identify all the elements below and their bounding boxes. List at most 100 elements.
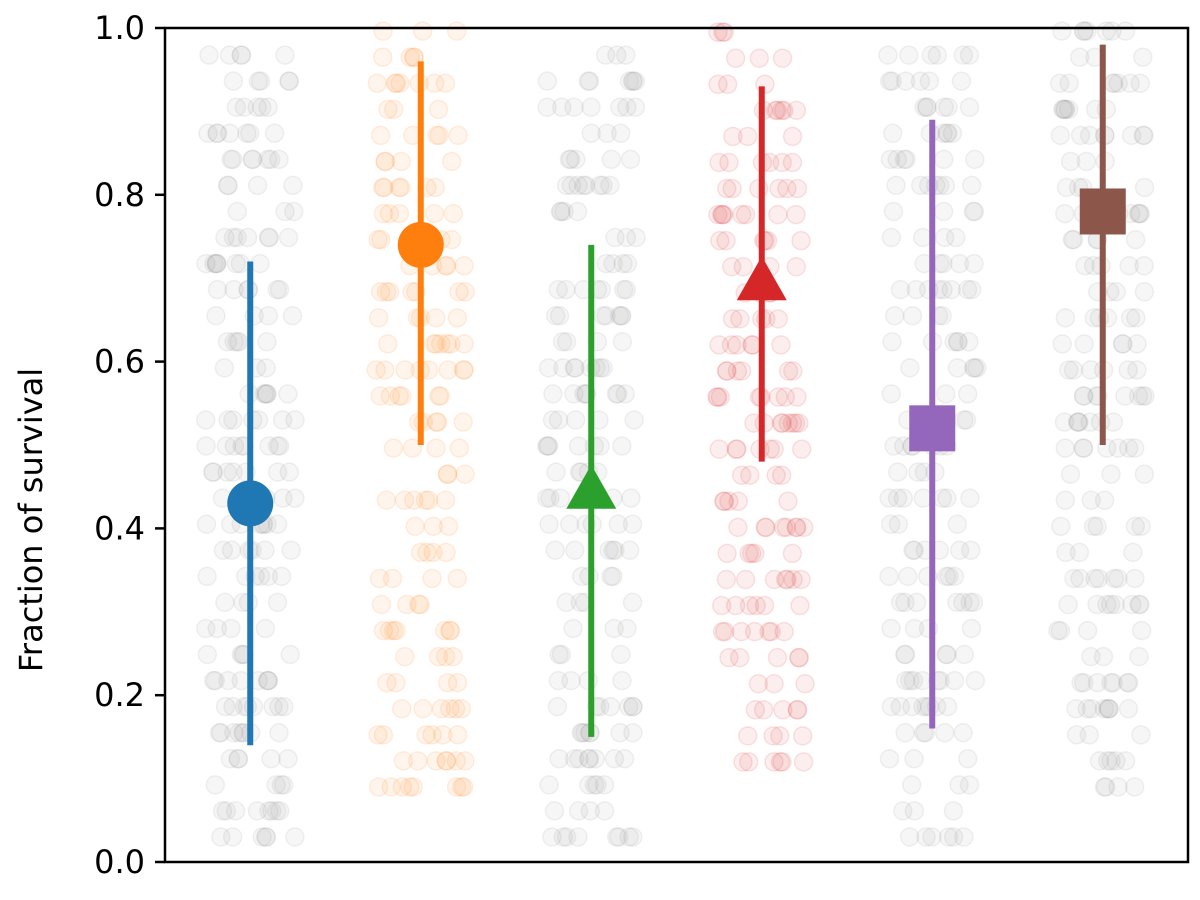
- data-point: [947, 332, 968, 352]
- data-point: [224, 722, 244, 743]
- data-point: [429, 125, 449, 146]
- data-point: [433, 725, 453, 745]
- data-point: [879, 488, 899, 508]
- data-point: [374, 177, 394, 198]
- data-point: [443, 203, 464, 224]
- data-point: [1115, 21, 1136, 41]
- data-point: [209, 722, 230, 743]
- data-point: [783, 361, 803, 381]
- data-point: [903, 540, 923, 561]
- data-point: [579, 749, 600, 769]
- data-point: [774, 621, 794, 642]
- data-point: [1131, 516, 1151, 537]
- data-point: [1068, 412, 1088, 432]
- data-point: [376, 282, 397, 302]
- data-point: [1080, 360, 1101, 380]
- data-point: [369, 568, 390, 589]
- data-point: [227, 332, 247, 352]
- data-point: [412, 21, 433, 41]
- data-point: [370, 125, 391, 146]
- data-point: [215, 227, 235, 248]
- data-point: [913, 722, 934, 743]
- data-point: [727, 335, 747, 355]
- data-point: [568, 175, 588, 196]
- data-point: [218, 410, 238, 430]
- data-point: [1104, 73, 1124, 94]
- data-point: [267, 279, 288, 300]
- data-point: [1129, 646, 1149, 667]
- data-point: [196, 436, 216, 456]
- data-point: [782, 126, 803, 147]
- point-strip-2: [366, 21, 475, 797]
- data-point: [1130, 73, 1151, 94]
- data-point: [795, 673, 815, 694]
- data-point: [786, 256, 807, 277]
- data-point: [894, 149, 915, 170]
- data-point: [786, 100, 807, 121]
- data-point: [967, 358, 987, 378]
- data-point: [1120, 73, 1140, 94]
- data-point: [1098, 699, 1118, 719]
- data-point: [603, 566, 623, 587]
- data-point: [1125, 229, 1146, 250]
- data-point: [738, 726, 758, 746]
- data-point: [269, 149, 289, 170]
- data-point: [764, 752, 784, 772]
- data-point: [434, 620, 455, 641]
- data-point: [550, 201, 571, 222]
- data-point: [1128, 386, 1149, 406]
- data-point: [375, 360, 395, 380]
- data-point: [285, 410, 305, 430]
- data-point: [922, 827, 942, 847]
- data-point: [408, 751, 428, 771]
- data-point: [211, 722, 231, 743]
- data-point: [274, 696, 294, 717]
- data-point: [1075, 255, 1095, 276]
- data-point: [1103, 672, 1123, 693]
- data-point: [625, 97, 646, 117]
- data-point: [778, 491, 798, 512]
- data-point: [267, 436, 288, 456]
- data-point: [881, 227, 902, 248]
- data-point: [726, 439, 747, 459]
- data-point: [1097, 751, 1118, 771]
- data-point: [617, 97, 637, 117]
- data-point: [252, 827, 272, 847]
- data-point: [1060, 464, 1081, 484]
- data-point: [413, 699, 433, 719]
- data-point: [791, 569, 811, 590]
- data-point: [275, 45, 295, 65]
- mean-marker-5: [909, 405, 956, 452]
- data-point: [218, 175, 238, 196]
- data-point: [422, 568, 442, 589]
- data-point: [714, 22, 735, 42]
- data-point: [1125, 516, 1146, 537]
- data-point: [949, 540, 970, 561]
- data-point: [892, 801, 913, 821]
- data-point: [553, 358, 573, 378]
- data-point: [581, 123, 601, 144]
- data-point: [556, 279, 576, 300]
- data-point: [1076, 151, 1097, 172]
- data-point: [745, 543, 765, 564]
- data-point: [624, 410, 644, 430]
- data-point: [1073, 438, 1094, 458]
- data-point: [1074, 334, 1094, 354]
- data-point: [207, 123, 228, 144]
- data-point: [708, 387, 728, 407]
- data-point: [283, 175, 303, 196]
- data-point: [731, 361, 752, 381]
- data-point: [250, 71, 271, 91]
- data-point: [731, 621, 752, 642]
- data-point: [393, 751, 414, 771]
- data-point: [788, 647, 809, 668]
- data-point: [1127, 334, 1147, 354]
- data-point: [714, 621, 735, 642]
- data-point: [707, 387, 727, 407]
- plot-frame: [163, 26, 1190, 864]
- data-point: [440, 699, 460, 719]
- data-point: [561, 670, 581, 691]
- data-point: [1058, 99, 1079, 120]
- data-point: [605, 227, 625, 248]
- data-point: [545, 305, 566, 326]
